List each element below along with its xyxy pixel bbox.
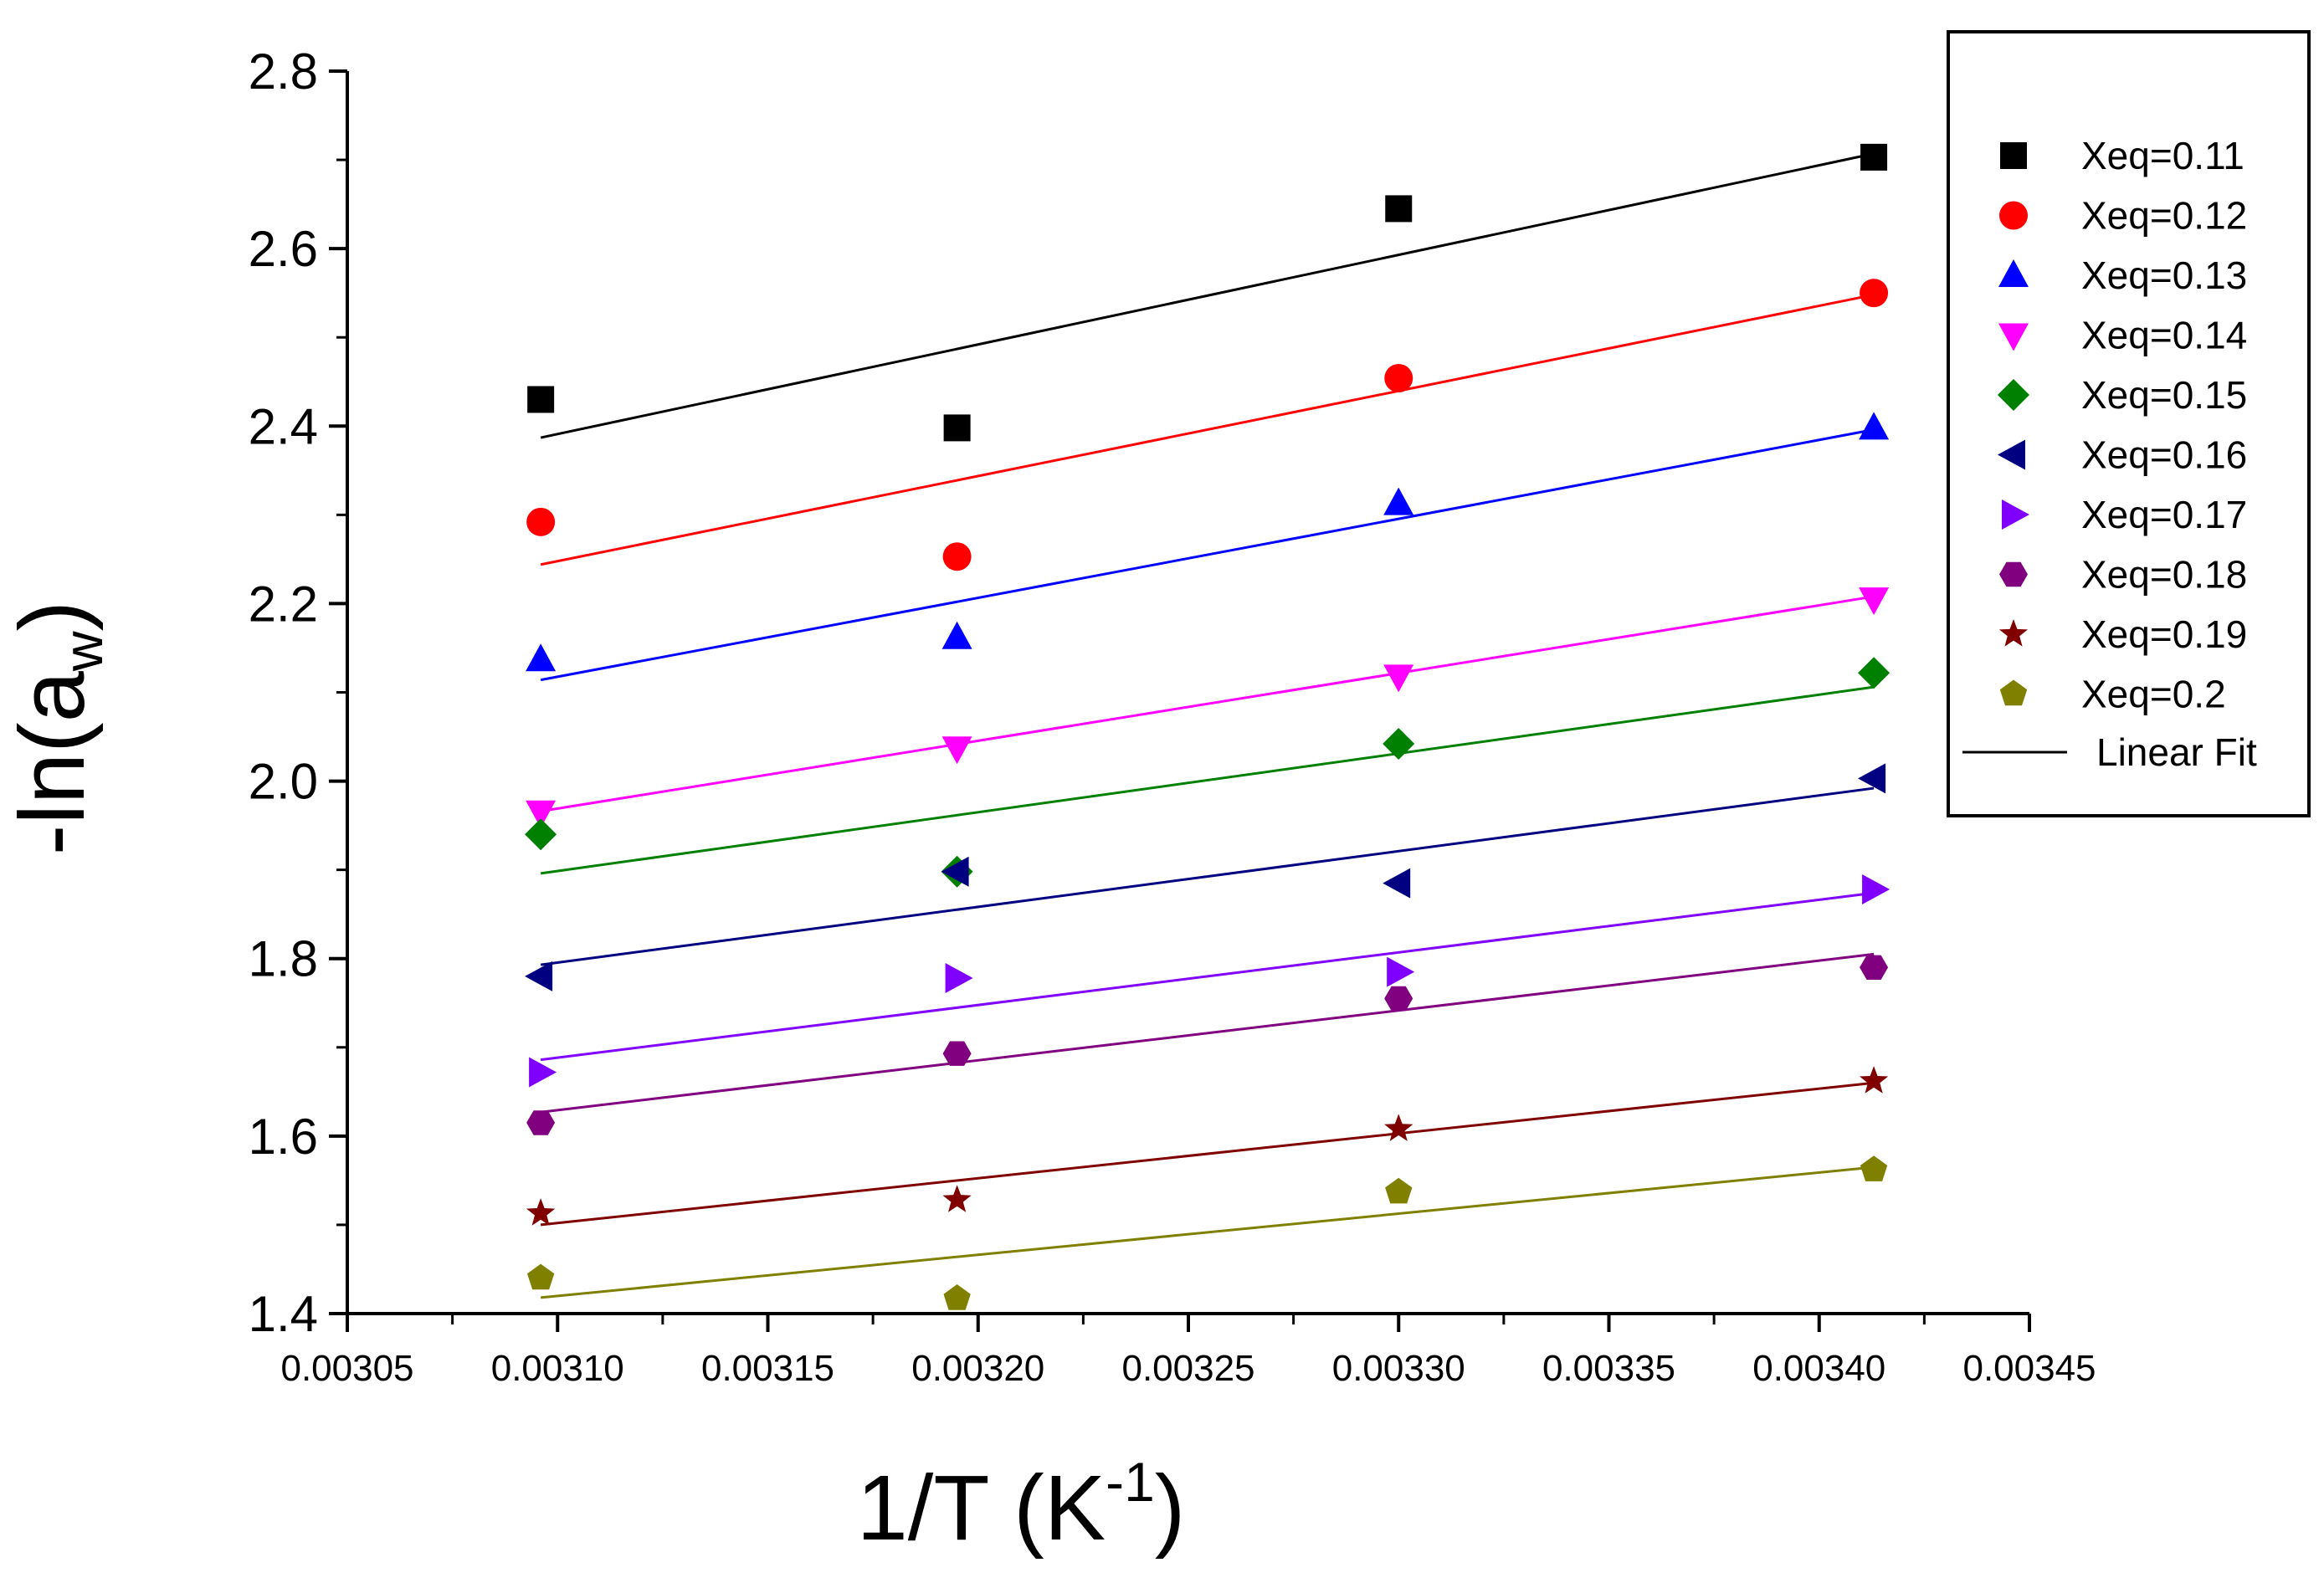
fit-line	[540, 152, 1875, 439]
data-point	[1384, 986, 1413, 1012]
data-point	[943, 1284, 971, 1310]
data-point	[941, 856, 969, 887]
legend-label: Xeq=0.12	[2081, 194, 2247, 238]
legend-marker	[1999, 201, 2028, 230]
x-tick-label: 0.00340	[1752, 1348, 1885, 1389]
x-tick-label: 0.00305	[280, 1348, 413, 1389]
data-point	[1858, 763, 1886, 794]
x-tick-label: 0.00320	[911, 1348, 1044, 1389]
y-tick-label: 2.4	[249, 398, 318, 454]
y-tick-label: 2.0	[249, 754, 318, 810]
legend-marker	[2002, 499, 2029, 530]
legend-marker	[1998, 379, 2029, 411]
data-point	[1860, 279, 1889, 308]
y-tick-label: 2.6	[249, 221, 318, 277]
data-point	[526, 507, 556, 536]
legend-label: Xeq=0.19	[2081, 612, 2247, 656]
data-point	[1385, 1177, 1413, 1204]
legend-label: Xeq=0.11	[2081, 134, 2244, 177]
y-tick-label: 1.4	[249, 1286, 318, 1342]
legend-marker	[2000, 142, 2027, 169]
fit-line	[540, 952, 1875, 1114]
data-point	[526, 1198, 556, 1226]
fit-lines	[540, 152, 1875, 1299]
y-axis-title: -ln(aw)	[1, 601, 114, 855]
data-point	[526, 643, 557, 672]
data-point	[1858, 657, 1890, 689]
data-point	[1385, 195, 1413, 223]
legend-fit-label: Linear Fit	[2096, 730, 2257, 774]
x-ticks: 0.00305 0.00310 0.00315 0.00320 0.00325 0.003…	[280, 1314, 2096, 1389]
fit-line	[540, 1081, 1875, 1227]
legend-marker	[1999, 679, 2028, 706]
data-point	[1383, 664, 1414, 693]
x-tick-label: 0.00325	[1121, 1348, 1254, 1389]
legend-marker	[1999, 561, 2028, 587]
data-point	[941, 736, 972, 765]
data-point	[945, 963, 973, 993]
fit-line	[540, 786, 1875, 966]
legend-label: Xeq=0.14	[2081, 314, 2247, 357]
fit-line	[540, 428, 1875, 682]
data-point	[1387, 956, 1415, 987]
data-point	[1860, 1066, 1889, 1094]
data-point	[526, 800, 557, 828]
legend-label: Xeq=0.18	[2081, 553, 2247, 597]
data-point	[942, 1185, 972, 1212]
data-point	[526, 1110, 556, 1135]
x-tick-label: 0.00345	[1962, 1348, 2096, 1389]
data-point	[1859, 412, 1890, 440]
data-points	[525, 143, 1890, 1310]
data-point	[527, 386, 555, 413]
fit-line	[540, 293, 1875, 566]
legend-marker	[1998, 323, 2029, 351]
fit-line	[540, 685, 1875, 875]
data-point	[1860, 143, 1888, 171]
y-tick-label: 2.2	[249, 576, 318, 632]
fit-line	[540, 891, 1875, 1062]
data-point	[1384, 1114, 1413, 1141]
legend-label: Xeq=0.16	[2081, 433, 2247, 477]
legend-marker	[1998, 439, 2025, 470]
legend: Xeq=0.11 Xeq=0.12 Xeq=0.13 Xeq=0.14 Xeq=0.15…	[1947, 30, 2311, 817]
data-point	[1862, 874, 1890, 904]
y-ticks: 1.4 1.6 1.8 2.0 2.2 2.4 2.6 2.8	[249, 44, 347, 1342]
data-point	[1383, 487, 1414, 515]
x-tick-label: 0.00335	[1542, 1348, 1675, 1389]
data-point	[942, 1041, 972, 1066]
y-tick-label: 1.8	[249, 931, 318, 987]
data-point	[1383, 868, 1411, 899]
data-point	[1384, 364, 1413, 393]
data-point	[525, 961, 553, 991]
y-tick-label: 2.8	[249, 44, 318, 100]
legend-label: Xeq=0.13	[2081, 254, 2247, 297]
fit-line	[540, 595, 1875, 813]
legend-label: Xeq=0.2	[2081, 673, 2226, 716]
data-point	[1859, 587, 1890, 616]
data-point	[1383, 728, 1415, 760]
x-tick-label: 0.00310	[491, 1348, 624, 1389]
data-point	[525, 818, 557, 851]
data-point	[1860, 955, 1889, 980]
y-tick-label: 1.6	[249, 1109, 318, 1165]
fit-line	[541, 1165, 1875, 1299]
x-axis-title: 1/T (K-1)	[857, 1451, 1186, 1560]
data-point	[941, 621, 972, 649]
data-point	[529, 1057, 557, 1088]
data-point	[1860, 1155, 1888, 1181]
data-point	[527, 1263, 555, 1290]
legend-label: Xeq=0.15	[2081, 373, 2247, 417]
data-point	[942, 542, 972, 571]
legend-label: Xeq=0.17	[2081, 493, 2247, 536]
data-point	[943, 414, 971, 442]
legend-marker	[1998, 619, 2029, 647]
x-tick-label: 0.00315	[701, 1348, 834, 1389]
x-tick-label: 0.00330	[1332, 1348, 1465, 1389]
legend-marker	[1998, 259, 2029, 287]
